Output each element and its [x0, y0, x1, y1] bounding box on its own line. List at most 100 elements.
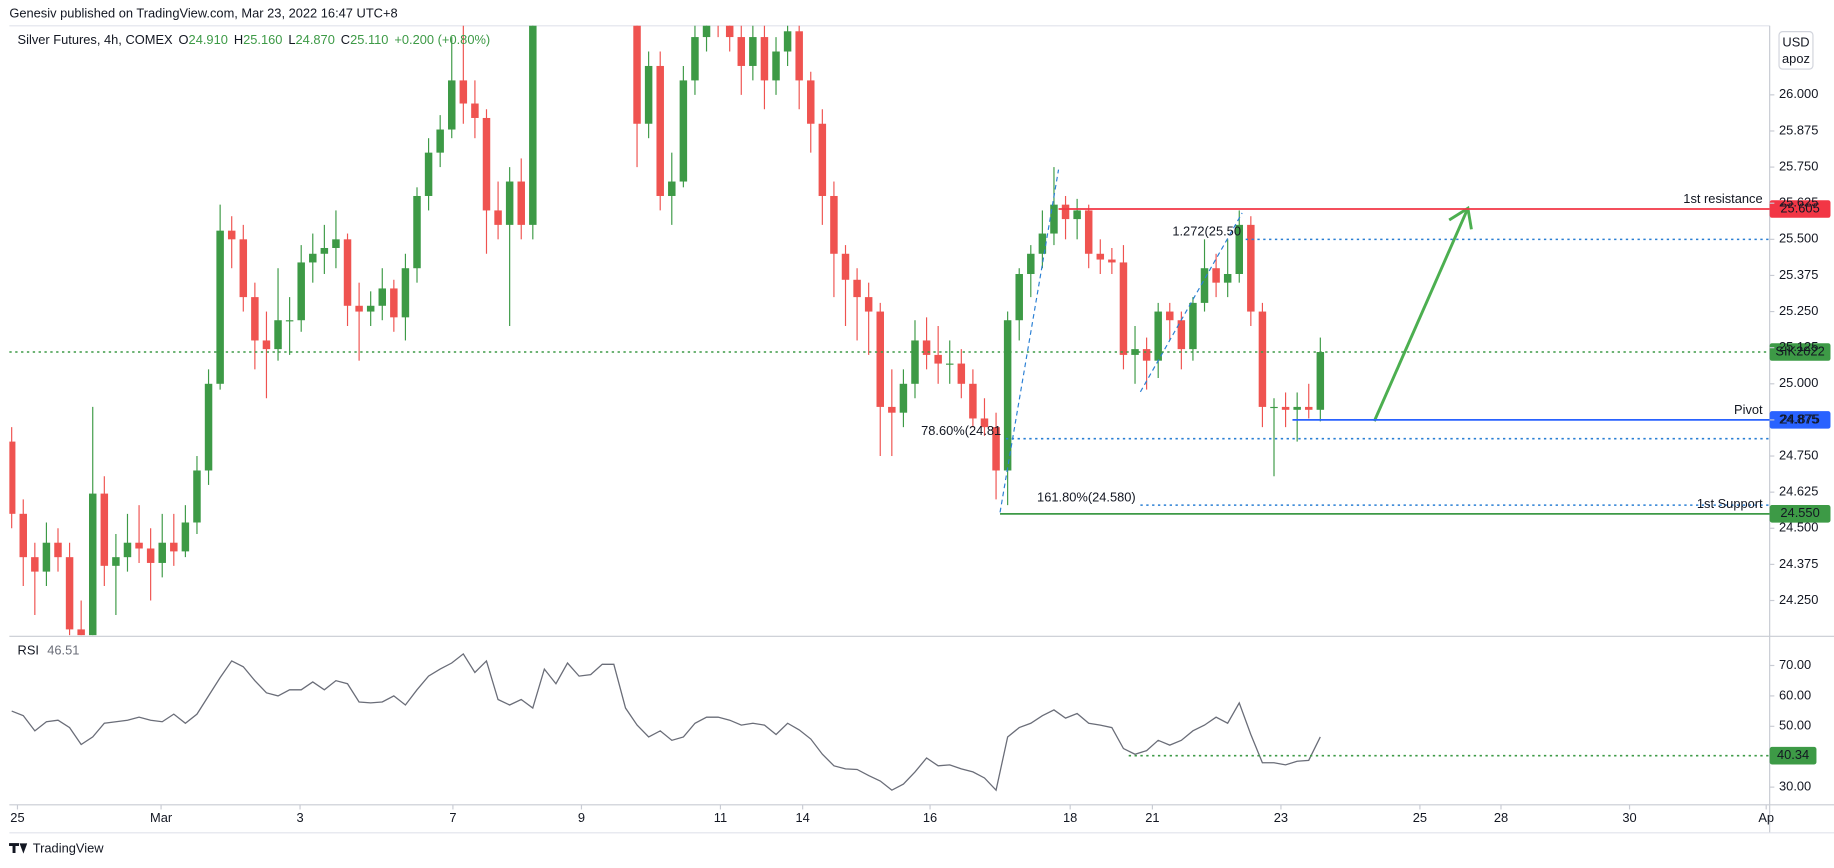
y-tick-label: 24.250	[1779, 592, 1818, 607]
c-label: C	[341, 32, 350, 47]
fib-trend	[999, 169, 1060, 513]
candle-body	[413, 195, 421, 269]
candle-body	[969, 383, 977, 419]
candle-body	[355, 305, 363, 312]
candle-body	[911, 340, 919, 384]
candle-body	[992, 427, 1000, 471]
y-tick-label: 24.750	[1779, 447, 1818, 462]
rsi-tag	[1769, 746, 1817, 765]
low: 24.870	[296, 32, 335, 47]
candle-body	[864, 297, 873, 312]
candle-body	[9, 441, 16, 514]
candle-body	[1003, 320, 1012, 471]
candle-body	[807, 80, 815, 124]
candle-body	[459, 80, 468, 104]
candle-body	[274, 320, 282, 350]
x-tick-label: 16	[923, 810, 937, 825]
candle-body	[251, 297, 259, 341]
candle-body	[1316, 352, 1325, 410]
candle-body	[146, 548, 155, 563]
candle-body	[1084, 210, 1093, 254]
close: 25.110	[350, 32, 388, 47]
arrow	[1372, 207, 1470, 422]
candle-body	[448, 80, 456, 130]
price-pane	[9, 25, 1325, 636]
candle-body	[1223, 273, 1232, 283]
candle-body	[19, 513, 27, 558]
rsi-current: 46.51	[47, 643, 79, 658]
candle-body	[1247, 224, 1255, 312]
logo	[9, 843, 28, 854]
candle-body	[135, 542, 143, 549]
candle-body	[1258, 311, 1267, 407]
candle-body	[876, 311, 884, 407]
candle-body	[332, 239, 340, 248]
candle-body	[922, 340, 931, 355]
rsi-tick-label: 60.00	[1779, 687, 1811, 702]
x-tick-label: Ap	[1758, 810, 1774, 825]
x-tick-label: 28	[1494, 810, 1508, 825]
candle-body	[1166, 311, 1174, 321]
candle-body	[1015, 273, 1023, 321]
candle-body	[1038, 233, 1047, 254]
candle-body	[1142, 349, 1151, 361]
candle-body	[100, 493, 109, 566]
candle-body	[725, 25, 734, 38]
candle-body	[1096, 253, 1105, 260]
candle-body	[1305, 406, 1313, 410]
x-tick-label: 23	[1274, 810, 1288, 825]
candle-body	[656, 65, 664, 196]
rsi-legend: RSI 46.51	[18, 643, 80, 658]
candle-body	[88, 493, 97, 636]
level-label: 1.272(25.50	[1172, 224, 1241, 239]
level-label: 1st Support	[1697, 496, 1763, 511]
overlay: 1st resistance 25.605 1.272(25.50 SIK2022 Pi…	[9, 191, 1831, 523]
candle-body	[227, 230, 236, 240]
candle-body	[239, 239, 248, 298]
o-label: O	[179, 32, 189, 47]
candle-body	[216, 230, 224, 384]
candle-body	[1200, 268, 1209, 303]
price-tag-label: 24.875	[1780, 411, 1819, 426]
x-tick-label: 25	[1413, 810, 1427, 825]
candle-body	[1108, 259, 1116, 263]
l-label: L	[288, 32, 295, 47]
unit[interactable]: apoz	[1782, 51, 1810, 66]
candle-body	[853, 279, 861, 298]
candle-body	[737, 37, 746, 66]
h-label: H	[234, 32, 243, 47]
candle-body	[1061, 204, 1070, 220]
candle-body	[320, 247, 329, 254]
currency[interactable]: USD	[1782, 35, 1809, 50]
level-label: 1st resistance	[1683, 191, 1762, 206]
y-tick-label: 25.750	[1779, 158, 1818, 173]
candle-body	[297, 262, 305, 321]
x-tick-label: Mar	[150, 810, 173, 825]
candle-body	[772, 51, 780, 81]
y-tick-label: 25.250	[1779, 303, 1818, 318]
level-label: 78.60%(24.81	[921, 423, 1001, 438]
candle-body	[702, 25, 711, 38]
candle-body	[77, 629, 85, 636]
candle-body	[65, 557, 74, 630]
high: 25.160	[243, 32, 282, 47]
candle-body	[181, 522, 190, 552]
currency-button[interactable]	[1778, 31, 1814, 70]
candle-body	[378, 288, 387, 306]
candle-body	[980, 418, 989, 428]
x-tick-label: 9	[578, 810, 585, 825]
candle-body	[691, 37, 699, 81]
y-tick-label: 25.625	[1779, 195, 1818, 210]
publisher: Genesiv published on TradingView.com, Ma…	[9, 5, 397, 20]
candle-body	[818, 123, 827, 196]
candle-body	[262, 340, 271, 350]
candle-body	[54, 542, 62, 558]
open: 24.910	[189, 32, 228, 47]
y-tick-label: 25.375	[1779, 267, 1818, 282]
price-tag-label: 25.605	[1780, 200, 1819, 215]
rsi-line	[11, 652, 1321, 792]
y-tick-label: 24.500	[1779, 520, 1818, 535]
candle-body	[1235, 224, 1244, 274]
candle-body	[343, 239, 352, 306]
